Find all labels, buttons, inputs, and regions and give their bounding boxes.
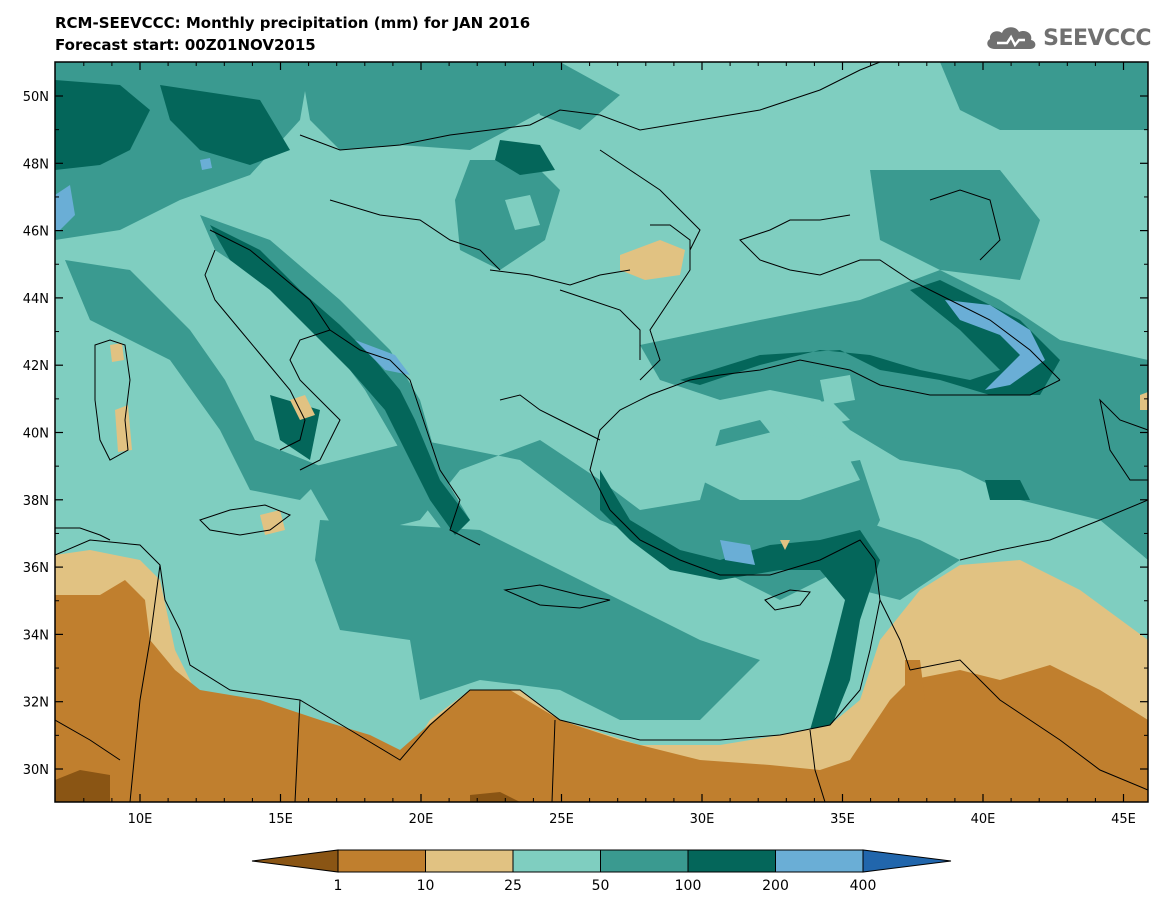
- cloud-logo-icon: [987, 27, 1036, 49]
- colorbar-label: 50: [592, 878, 610, 894]
- lat-tick-label: 46N: [23, 225, 49, 240]
- lat-tick-label: 48N: [23, 157, 49, 172]
- colorbar-label: 100: [675, 878, 702, 894]
- colorbar-label: 400: [850, 878, 877, 894]
- colorbar-segment: [512, 849, 601, 873]
- colorbar-segment: [687, 849, 776, 873]
- lat-tick-label: 44N: [23, 292, 49, 307]
- colorbar-segment: [600, 849, 689, 873]
- colorbar-segment: [775, 849, 864, 873]
- forecast-start-subtitle: Forecast start: 00Z01NOV2015: [55, 36, 316, 54]
- logo-text: SEEVCCC: [1043, 25, 1151, 51]
- colorbar-over-triangle: [862, 849, 952, 873]
- lon-tick-label: 25E: [549, 812, 574, 827]
- lat-tick-label: 36N: [23, 561, 49, 576]
- lat-tick-label: 38N: [23, 494, 49, 509]
- lat-tick-label: 30N: [23, 763, 49, 778]
- lat-tick-label: 40N: [23, 427, 49, 442]
- lat-tick-label: 50N: [23, 90, 49, 105]
- seevccc-logo: SEEVCCC: [983, 20, 1151, 56]
- lat-tick-label: 42N: [23, 359, 49, 374]
- lon-tick-label: 20E: [409, 812, 434, 827]
- longitude-axis: 10E 15E 20E 25E 30E 35E 40E 45E: [83, 62, 1136, 827]
- lat-tick-label: 34N: [23, 628, 49, 643]
- precip-band-below-1: [55, 770, 520, 802]
- coastlines-borders: [55, 62, 1148, 802]
- colorbar-label: 200: [762, 878, 789, 894]
- colorbar-label: 25: [504, 878, 522, 894]
- colorbar: 1 10 25 50 100 200 400: [251, 849, 952, 894]
- lon-tick-label: 15E: [268, 812, 293, 827]
- colorbar-label: 1: [334, 878, 343, 894]
- latitude-axis: 50N 48N 46N 44N 42N 40N 38N 36N 34N 32N 30N: [23, 90, 1148, 778]
- map-title: RCM-SEEVCCC: Monthly precipitation (mm) …: [55, 14, 531, 32]
- colorbar-segment: [425, 849, 514, 873]
- lon-tick-label: 10E: [128, 812, 153, 827]
- colorbar-segment: [337, 849, 426, 873]
- precip-band-25-50-patches: [505, 195, 860, 500]
- lon-tick-label: 45E: [1111, 812, 1136, 827]
- map-fill: [55, 62, 1148, 802]
- lon-tick-label: 40E: [971, 812, 996, 827]
- colorbar-under-triangle: [251, 849, 339, 873]
- lon-tick-label: 35E: [830, 812, 855, 827]
- lat-tick-label: 32N: [23, 696, 49, 711]
- lon-tick-label: 30E: [690, 812, 715, 827]
- colorbar-label: 10: [417, 878, 435, 894]
